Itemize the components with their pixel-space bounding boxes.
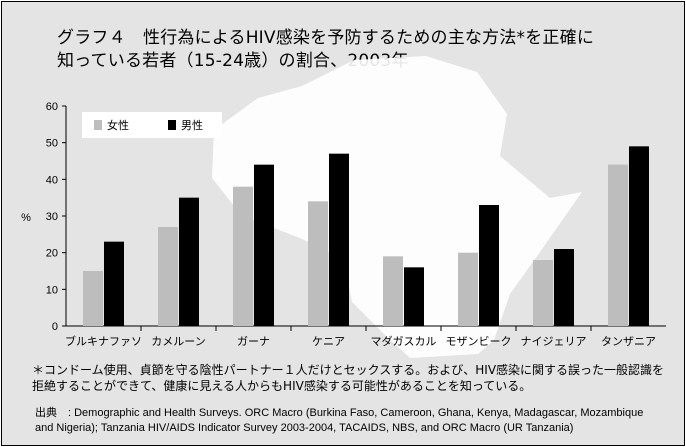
y-tick-label: 40 [46, 174, 58, 186]
bar-female [383, 256, 403, 326]
x-category-label: ブルキナファソ [65, 334, 142, 348]
legend-swatch [94, 120, 102, 130]
x-category-label: ナイジェリア [521, 335, 587, 348]
bar-female [458, 252, 478, 326]
y-axis-label: % [21, 212, 31, 224]
bar-male [629, 146, 649, 326]
y-tick-label: 30 [46, 211, 58, 223]
bar-female [308, 201, 328, 326]
y-tick-label: 60 [46, 101, 58, 113]
bar-male [329, 153, 349, 326]
footnote-line1: ＊コンドーム使用、貞節を守る陰性パートナー１人だけとセックスする。および、HIV… [32, 363, 665, 377]
chart-title-line1: グラフ４ 性行為によるHIV感染を予防するための主な方法*を正確に [57, 28, 595, 48]
bar-female [158, 227, 178, 326]
chart-title-line2: 知っている若者（15-24歳）の割合、2003年 [57, 51, 409, 71]
bar-male [404, 267, 424, 326]
y-tick-label: 0 [52, 321, 58, 333]
footnote-line2: 拒絶することができて、健康に見える人からもHIV感染する可能性があることを知って… [32, 379, 532, 393]
legend-swatch [168, 120, 176, 130]
legend-box [82, 112, 222, 138]
bar-male [554, 249, 574, 326]
x-category-label: ガーナ [237, 335, 270, 348]
legend-label: 女性 [107, 118, 129, 132]
y-tick-label: 50 [46, 138, 58, 150]
bar-female [608, 164, 628, 326]
x-category-label: モザンビーク [446, 335, 512, 348]
bar-female [533, 260, 553, 326]
source-line2: and Nigeria); Tanzania HIV/AIDS Indicato… [35, 422, 574, 434]
bar-male [104, 241, 124, 326]
bar-female [233, 186, 253, 326]
x-category-label: ケニア [312, 335, 345, 348]
bar-male [179, 197, 199, 326]
bar-female [83, 271, 103, 326]
y-tick-label: 10 [46, 284, 58, 296]
legend-label: 男性 [181, 118, 203, 132]
x-category-label: タンザニア [601, 335, 656, 348]
y-tick-label: 20 [46, 248, 58, 260]
x-category-label: マダガスカル [371, 334, 437, 348]
source-line1: 出典 : Demographic and Health Surveys. ORC… [35, 407, 644, 419]
x-category-label: カメルーン [151, 335, 205, 348]
bar-male [479, 205, 499, 326]
bar-male [254, 164, 274, 326]
